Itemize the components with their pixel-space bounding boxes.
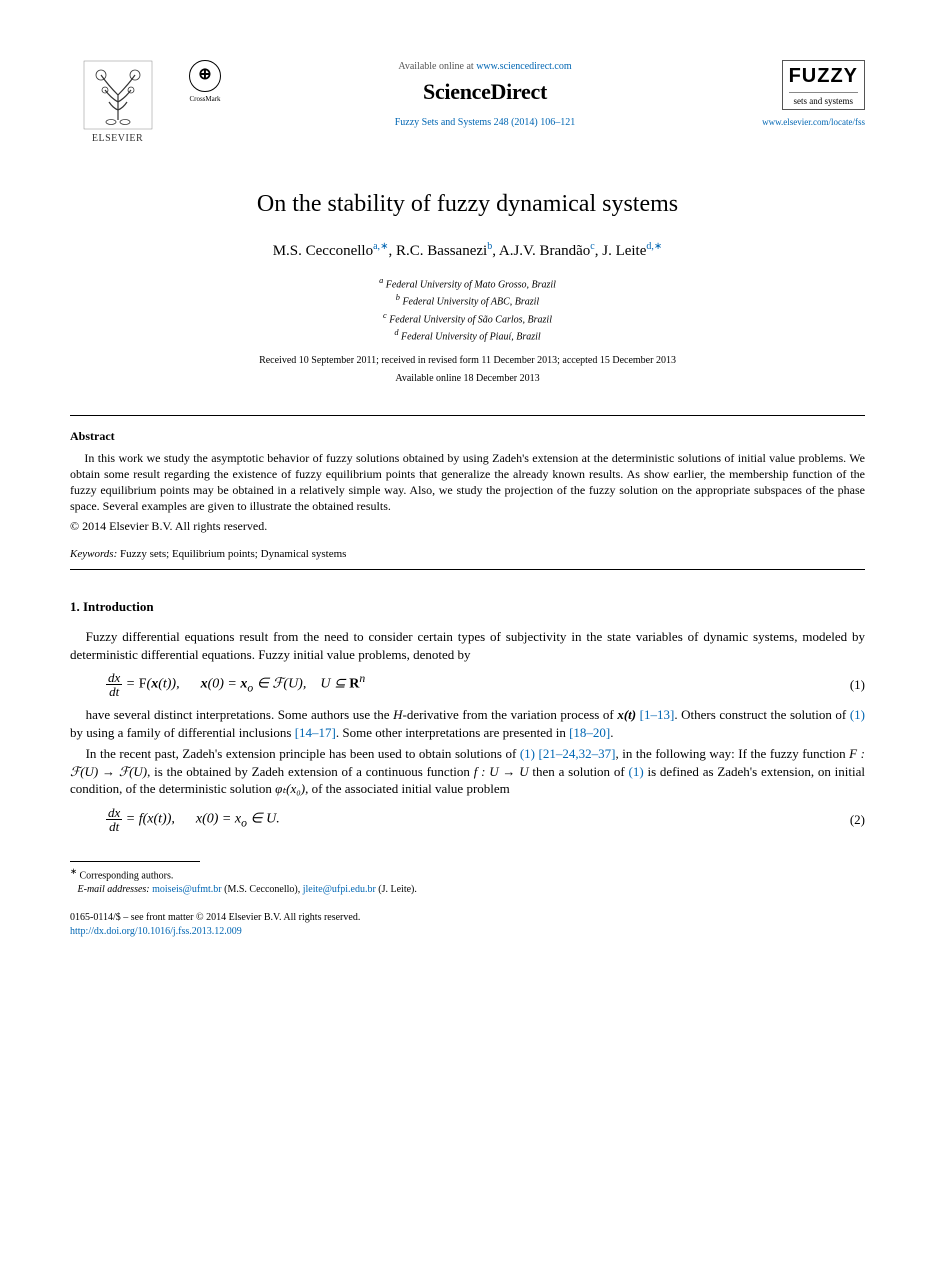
intro-p2: have several distinct interpretations. S… [70,706,865,741]
email-1[interactable]: moiseis@ufmt.br [152,884,221,895]
author-4: J. Leite [602,243,646,259]
ref-eq1-a[interactable]: (1) [850,707,865,722]
ref-14-17[interactable]: [14–17] [295,725,336,740]
header-row: ELSEVIER ⊕ CrossMark Available online at… [70,60,865,146]
fuzzy-subtitle: sets and systems [789,92,858,107]
author-4-aff[interactable]: d, [646,241,654,252]
abstract-heading: Abstract [70,428,865,444]
affil-d: Federal University of Piauí, Brazil [401,331,541,342]
elsevier-label: ELSEVIER [70,132,165,146]
affil-c: Federal University of São Carlos, Brazil [389,314,552,325]
journal-url[interactable]: www.elsevier.com/locate/fss [735,116,865,128]
author-1: M.S. Cecconello [273,243,373,259]
author-3-aff[interactable]: c [590,241,594,252]
intro-p1: Fuzzy differential equations result from… [70,628,865,663]
author-3: A.J.V. Brandão [499,243,590,259]
article-dates: Received 10 September 2011; received in … [70,354,865,368]
crossmark-block[interactable]: ⊕ CrossMark [175,60,235,104]
footnote-rule [70,861,200,862]
ref-21-37[interactable]: [21–24,32–37] [535,746,615,761]
sciencedirect-logo: ScienceDirect [235,77,735,107]
header-center: Available online at www.sciencedirect.co… [235,60,735,130]
affil-b: Federal University of ABC, Brazil [402,297,539,308]
fuzzy-journal-logo: FUZZY sets and systems [782,60,865,110]
crossmark-label: CrossMark [175,95,235,104]
abstract-copyright: © 2014 Elsevier B.V. All rights reserved… [70,518,865,534]
elsevier-logo-block: ELSEVIER [70,60,165,146]
crossmark-icon: ⊕ [189,60,221,92]
keywords-text: Fuzzy sets; Equilibrium points; Dynamica… [120,548,346,560]
eq-2-number: (2) [825,811,865,829]
article-title: On the stability of fuzzy dynamical syst… [70,188,865,220]
elsevier-tree-icon [83,60,153,130]
available-online-date: Available online 18 December 2013 [70,372,865,386]
equation-1: dxdt = F(x(t)), x(0) = xo ∈ ℱ(U), U ⊆ Rn… [106,671,865,698]
abstract-text: In this work we study the asymptotic beh… [70,450,865,515]
journal-reference[interactable]: Fuzzy Sets and Systems 248 (2014) 106–12… [235,116,735,130]
author-4-corr[interactable]: ∗ [654,241,662,252]
ref-18-20[interactable]: [18–20] [569,725,610,740]
ref-eq1-b[interactable]: (1) [520,746,535,761]
rule-top [70,415,865,416]
keywords-line: Keywords: Fuzzy sets; Equilibrium points… [70,547,865,562]
email-2[interactable]: jleite@ufpi.edu.br [303,884,376,895]
intro-p3: In the recent past, Zadeh's extension pr… [70,745,865,798]
available-prefix: Available online at [398,61,476,72]
equation-2: dxdt = f(x(t)), x(0) = xo ∈ U. (2) [106,806,865,833]
available-online: Available online at www.sciencedirect.co… [235,60,735,74]
author-1-corr[interactable]: ∗ [380,241,388,252]
affil-a: Federal University of Mato Grosso, Brazi… [386,279,556,290]
journal-logo-block: FUZZY sets and systems www.elsevier.com/… [735,60,865,128]
sciencedirect-url[interactable]: www.sciencedirect.com [476,61,571,72]
doi-link[interactable]: http://dx.doi.org/10.1016/j.fss.2013.12.… [70,926,242,937]
author-2: R.C. Bassanezi [396,243,487,259]
affiliations: a Federal University of Mato Grosso, Bra… [70,275,865,344]
eq-1-number: (1) [825,676,865,694]
footnote-corresponding: ∗ Corresponding authors. E-mail addresse… [70,866,865,897]
author-2-aff[interactable]: b [487,241,492,252]
section-1-heading: 1. Introduction [70,598,865,616]
rule-bottom [70,569,865,570]
fuzzy-word: FUZZY [789,63,858,90]
ref-eq1-c[interactable]: (1) [628,764,643,779]
issn-line: 0165-0114/$ – see front matter © 2014 El… [70,912,360,923]
bottom-matter: 0165-0114/$ – see front matter © 2014 El… [70,911,865,939]
ref-1-13[interactable]: [1–13] [636,707,674,722]
authors-line: M.S. Cecconelloa,∗, R.C. Bassanezib, A.J… [70,240,865,261]
keywords-label: Keywords: [70,548,117,560]
